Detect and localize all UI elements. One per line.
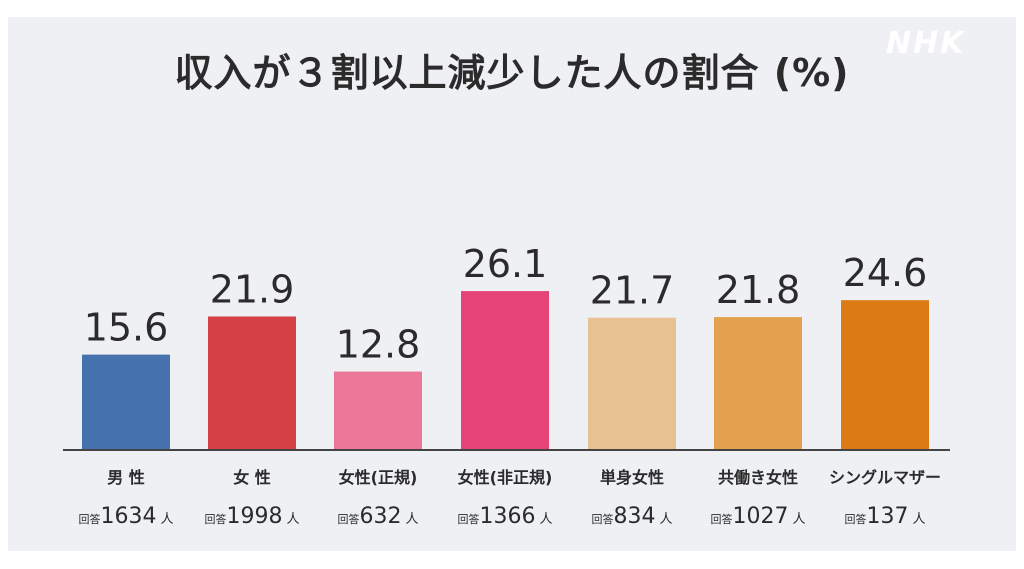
bar-6 xyxy=(841,300,929,449)
category-label-5: 共働き女性 xyxy=(718,468,798,487)
value-label-0: 15.6 xyxy=(84,306,169,350)
value-label-6: 24.6 xyxy=(843,251,928,295)
category-label-0: 男 性 xyxy=(107,468,145,487)
category-label-2: 女性(正規) xyxy=(339,468,418,487)
nhk-logo: NHK xyxy=(886,26,966,61)
bar-5 xyxy=(714,317,802,449)
respondent-label-4: 回答834 人 xyxy=(591,504,672,529)
chart-title: 収入が３割以上減少した人の割合 (%) xyxy=(174,51,850,95)
respondent-label-0: 回答1634 人 xyxy=(78,504,173,529)
respondent-label-3: 回答1366 人 xyxy=(457,504,552,529)
bar-3 xyxy=(461,291,549,449)
respondent-label-5: 回答1027 人 xyxy=(710,504,805,529)
value-label-3: 26.1 xyxy=(463,242,548,286)
value-label-5: 21.8 xyxy=(716,268,801,312)
value-label-2: 12.8 xyxy=(336,323,421,367)
respondent-label-1: 回答1998 人 xyxy=(204,504,299,529)
bar-2 xyxy=(334,371,422,449)
value-label-4: 21.7 xyxy=(590,269,675,313)
respondent-label-6: 回答137 人 xyxy=(844,504,925,529)
bar-0 xyxy=(82,354,170,449)
value-label-1: 21.9 xyxy=(210,268,295,312)
chart-panel xyxy=(8,17,1016,551)
category-label-6: シングルマザー xyxy=(829,468,941,487)
category-label-4: 単身女性 xyxy=(600,468,664,487)
category-label-3: 女性(非正規) xyxy=(458,468,553,487)
respondent-label-2: 回答632 人 xyxy=(337,504,418,529)
category-label-1: 女 性 xyxy=(233,468,271,487)
bar-4 xyxy=(588,317,676,449)
bar-1 xyxy=(208,316,296,449)
